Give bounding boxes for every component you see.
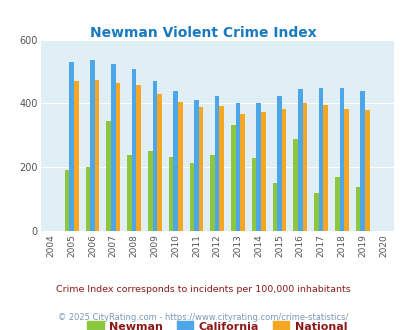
Bar bbox=[198, 107, 203, 231]
Text: © 2025 CityRating.com - https://www.cityrating.com/crime-statistics/: © 2025 CityRating.com - https://www.city… bbox=[58, 313, 347, 322]
Bar bbox=[230, 125, 235, 231]
Bar bbox=[157, 94, 161, 231]
Bar bbox=[95, 81, 99, 231]
Bar bbox=[65, 170, 69, 231]
Bar bbox=[355, 187, 360, 231]
Bar bbox=[313, 193, 318, 231]
Bar bbox=[360, 91, 364, 231]
Bar bbox=[74, 82, 79, 231]
Bar bbox=[85, 167, 90, 231]
Bar bbox=[240, 114, 244, 231]
Bar bbox=[136, 85, 141, 231]
Bar bbox=[69, 62, 74, 231]
Bar bbox=[343, 109, 348, 231]
Bar bbox=[293, 139, 297, 231]
Bar bbox=[334, 178, 339, 231]
Bar bbox=[177, 102, 182, 231]
Bar bbox=[106, 121, 111, 231]
Text: Crime Index corresponds to incidents per 100,000 inhabitants: Crime Index corresponds to incidents per… bbox=[55, 285, 350, 294]
Bar bbox=[168, 157, 173, 231]
Bar bbox=[235, 103, 240, 231]
Bar bbox=[132, 69, 136, 231]
Bar bbox=[127, 155, 132, 231]
Bar bbox=[272, 183, 277, 231]
Bar bbox=[297, 89, 302, 231]
Legend: Newman, California, National: Newman, California, National bbox=[83, 317, 351, 330]
Bar bbox=[302, 103, 307, 231]
Bar bbox=[148, 150, 152, 231]
Text: Newman Violent Crime Index: Newman Violent Crime Index bbox=[90, 26, 315, 40]
Bar bbox=[111, 64, 115, 231]
Bar bbox=[210, 155, 214, 231]
Bar bbox=[214, 96, 219, 231]
Bar bbox=[277, 96, 281, 231]
Bar bbox=[173, 91, 177, 231]
Bar bbox=[90, 60, 95, 231]
Bar bbox=[256, 103, 260, 231]
Bar bbox=[364, 110, 369, 231]
Bar bbox=[339, 88, 343, 231]
Bar bbox=[152, 81, 157, 231]
Bar bbox=[251, 158, 256, 231]
Bar bbox=[189, 163, 194, 231]
Bar bbox=[115, 82, 120, 231]
Bar bbox=[323, 105, 327, 231]
Bar bbox=[194, 100, 198, 231]
Bar bbox=[281, 109, 286, 231]
Bar bbox=[260, 112, 265, 231]
Bar bbox=[219, 106, 224, 231]
Bar bbox=[318, 88, 323, 231]
